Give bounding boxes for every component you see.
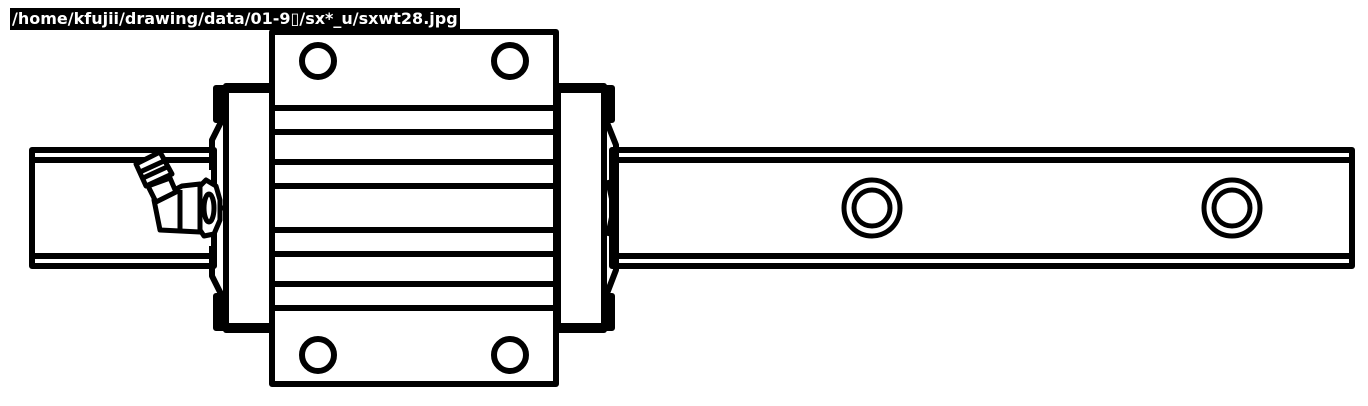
carriage-hole-bottom-right xyxy=(491,336,529,374)
carriage-hole-top-left xyxy=(299,42,337,80)
carriage-hole-top-right xyxy=(491,42,529,80)
end-seal-right-plate xyxy=(555,83,607,333)
end-seal-left-plate xyxy=(223,83,275,333)
rail-right-body xyxy=(609,147,1355,269)
rail-bolt-hole-2 xyxy=(1201,177,1263,239)
end-seal-left-lip-top xyxy=(213,85,229,123)
end-seal-left xyxy=(209,83,275,333)
grease-nipple xyxy=(133,149,228,239)
end-seal-right xyxy=(555,83,619,333)
carriage-holes xyxy=(299,42,529,374)
end-seal-right-lip-bottom xyxy=(601,293,615,331)
file-path-label: /home/kfujii/drawing/data/01-9▯/sx*_u/sx… xyxy=(10,8,460,30)
carriage-block xyxy=(269,29,559,387)
rail-right xyxy=(609,147,1355,269)
rail-bolt-hole-1 xyxy=(841,177,903,239)
carriage-hole-bottom-left xyxy=(299,336,337,374)
end-seal-left-lip-bottom xyxy=(213,293,229,331)
end-seal-right-lip-top xyxy=(601,85,615,123)
carriage-block-body xyxy=(269,29,559,387)
